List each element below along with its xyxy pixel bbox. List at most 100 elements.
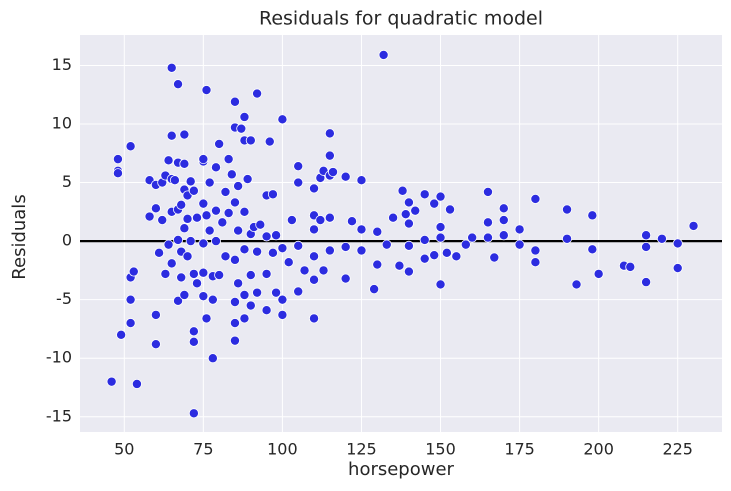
point: [324, 128, 335, 139]
point: [242, 174, 253, 185]
point: [530, 257, 541, 268]
plot-area: [80, 35, 722, 432]
point: [223, 208, 234, 219]
point: [277, 294, 288, 305]
x-tick-label: 75: [193, 440, 213, 459]
point: [498, 203, 509, 214]
point: [220, 186, 231, 197]
point: [166, 130, 177, 141]
point: [204, 225, 215, 236]
point: [498, 215, 509, 226]
point: [460, 239, 471, 250]
point: [318, 265, 329, 276]
point: [324, 212, 335, 223]
x-tick-label: 100: [267, 440, 298, 459]
point: [229, 335, 240, 346]
point: [160, 268, 171, 279]
point: [315, 215, 326, 226]
point: [112, 154, 123, 165]
point: [562, 204, 573, 215]
point: [267, 247, 278, 258]
x-tick-label: 125: [346, 440, 377, 459]
point: [378, 49, 389, 60]
point: [562, 233, 573, 244]
point: [388, 212, 399, 223]
point: [530, 193, 541, 204]
point: [299, 265, 310, 276]
point: [293, 177, 304, 188]
point: [372, 259, 383, 270]
point: [217, 217, 228, 228]
point: [236, 123, 247, 134]
point: [283, 257, 294, 268]
point: [214, 270, 225, 281]
point: [173, 79, 184, 90]
point: [429, 198, 440, 209]
y-tick-label: -5: [56, 289, 72, 308]
point: [112, 168, 123, 179]
point: [340, 171, 351, 182]
point: [157, 215, 168, 226]
point: [571, 279, 582, 290]
point: [403, 266, 414, 277]
point: [239, 289, 250, 300]
point: [150, 309, 161, 320]
point: [403, 218, 414, 229]
point: [482, 232, 493, 243]
point: [166, 258, 177, 269]
point: [188, 326, 199, 337]
point: [397, 185, 408, 196]
y-tick-label: 15: [52, 55, 72, 74]
point: [482, 217, 493, 228]
point: [179, 158, 190, 169]
point: [154, 247, 165, 258]
point: [340, 273, 351, 284]
point: [419, 189, 430, 200]
point: [125, 318, 136, 329]
point: [410, 205, 421, 216]
point: [150, 203, 161, 214]
point: [277, 309, 288, 320]
point: [441, 247, 452, 258]
point: [229, 197, 240, 208]
point: [233, 278, 244, 289]
point: [214, 138, 225, 149]
x-tick-label: 150: [425, 440, 456, 459]
point: [188, 408, 199, 419]
point: [220, 251, 231, 262]
x-axis-label: horsepower: [348, 459, 455, 480]
point: [182, 213, 193, 224]
point: [163, 155, 174, 166]
chart-title: Residuals for quadratic model: [259, 8, 543, 30]
point: [176, 272, 187, 283]
point: [210, 205, 221, 216]
point: [239, 244, 250, 255]
point: [182, 251, 193, 262]
point: [403, 240, 414, 251]
point: [328, 167, 339, 178]
point: [672, 238, 683, 249]
point: [372, 226, 383, 237]
point: [252, 246, 263, 257]
point: [192, 278, 203, 289]
point: [309, 224, 320, 235]
point: [261, 268, 272, 279]
point: [150, 339, 161, 350]
point: [656, 233, 667, 244]
point: [229, 297, 240, 308]
point: [435, 279, 446, 290]
point: [210, 236, 221, 247]
x-tick-label: 200: [583, 440, 614, 459]
point: [188, 336, 199, 347]
point: [252, 287, 263, 298]
point: [641, 230, 652, 241]
point: [131, 378, 142, 389]
point: [233, 225, 244, 236]
y-tick-label: -10: [46, 348, 72, 367]
y-tick-label: 0: [62, 231, 72, 250]
point: [185, 176, 196, 187]
y-tick-label: 5: [62, 172, 72, 191]
point: [179, 289, 190, 300]
point: [593, 268, 604, 279]
point: [229, 318, 240, 329]
